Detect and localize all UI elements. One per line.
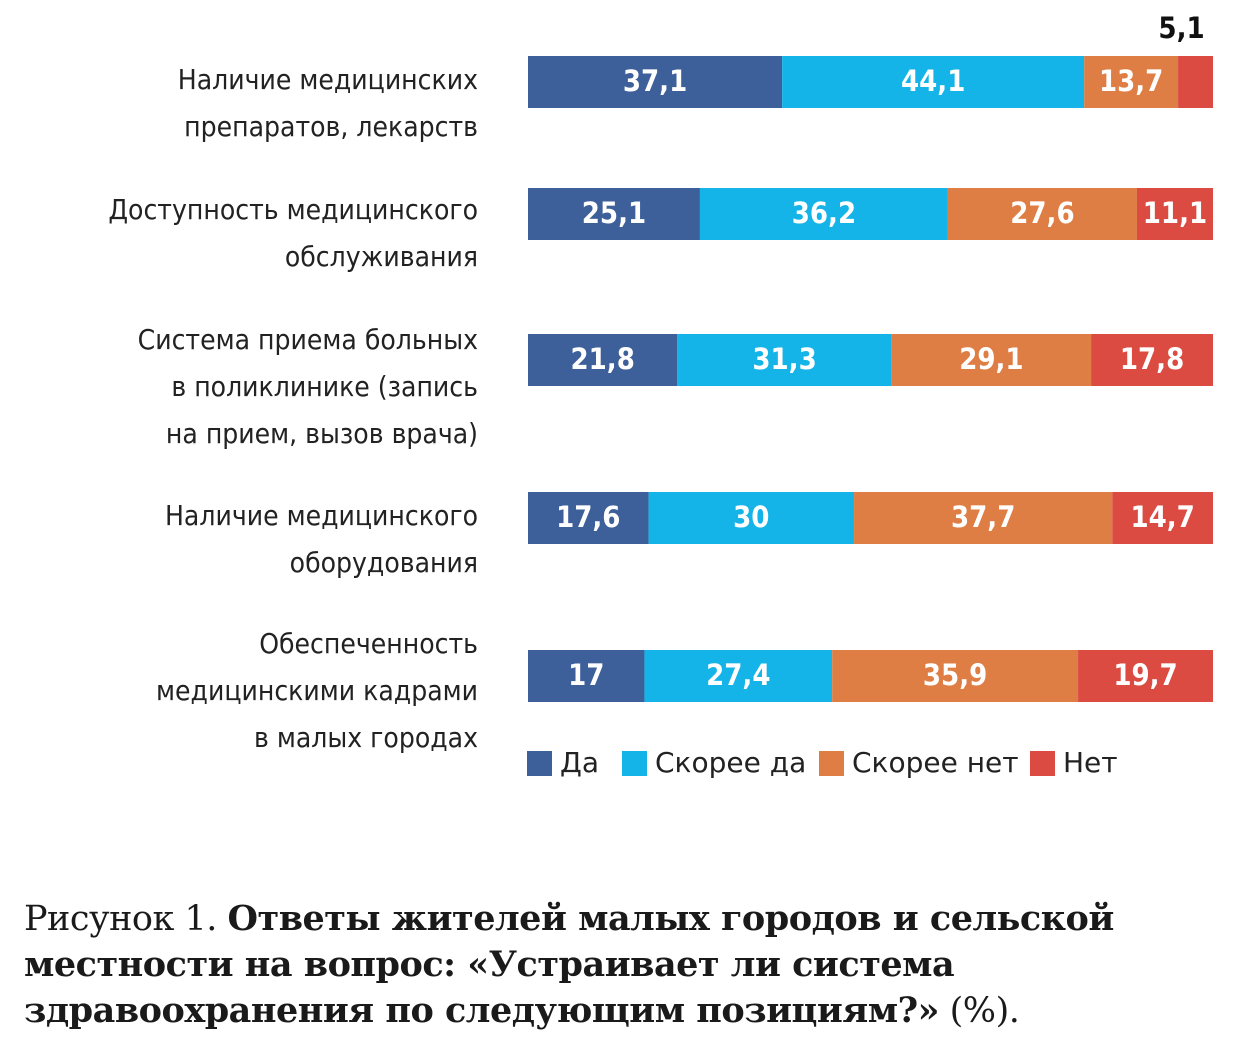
data-label: 11,1 xyxy=(1143,196,1207,230)
category-label-line: Доступность медицинского xyxy=(108,193,478,226)
data-label: 19,7 xyxy=(1113,658,1177,692)
bar-segment xyxy=(528,650,645,702)
bar-segment xyxy=(644,650,833,702)
legend: Да Скорее да Скорее нет Нет xyxy=(527,746,1118,779)
caption-title: Ответы жителей малых городов и сельской … xyxy=(24,898,1114,1031)
legend-label: Скорее да xyxy=(655,746,806,779)
data-label: 14,7 xyxy=(1130,500,1194,534)
category-label-line: препаратов, лекарств xyxy=(184,110,478,143)
data-label: 17 xyxy=(568,658,604,692)
bar-segment xyxy=(832,650,1079,702)
data-label: 36,2 xyxy=(792,196,856,230)
legend-label: Нет xyxy=(1063,746,1118,779)
bar-segment xyxy=(782,56,1085,108)
data-label: 37,1 xyxy=(623,64,687,98)
legend-swatch xyxy=(819,751,844,776)
bar-segment xyxy=(1136,188,1213,240)
data-label: 30 xyxy=(733,500,769,534)
category-label-line: в малых городах xyxy=(254,721,478,754)
bar-segment xyxy=(699,188,948,240)
bar-segment xyxy=(648,492,855,544)
caption-suffix: (%). xyxy=(949,991,1020,1031)
data-label: 44,1 xyxy=(901,64,965,98)
bar-segment xyxy=(528,334,678,386)
bar-segment xyxy=(854,492,1113,544)
category-label-line: обслуживания xyxy=(285,240,478,273)
data-label: 31,3 xyxy=(752,342,816,376)
data-label: 37,7 xyxy=(951,500,1015,534)
category-label-line: Обеспеченность xyxy=(259,627,478,660)
category-label-line: Наличие медицинских xyxy=(178,63,478,96)
data-label: 5,1 xyxy=(1158,11,1204,45)
category-label-line: на прием, вызов врача) xyxy=(166,417,478,450)
data-label: 25,1 xyxy=(582,196,646,230)
bar-segment xyxy=(1078,650,1213,702)
category-label-line: оборудования xyxy=(290,546,478,579)
bar-segment xyxy=(1178,56,1213,108)
data-label: 27,6 xyxy=(1010,196,1074,230)
bar-segment xyxy=(528,188,700,240)
category-label-line: Наличие медицинского xyxy=(165,499,478,532)
legend-label: Да xyxy=(560,746,599,779)
bar-segment xyxy=(947,188,1137,240)
category-labels: Наличие медицинских препаратов, лекарств Д… xyxy=(108,63,478,754)
data-label: 27,4 xyxy=(706,658,770,692)
bar-segment xyxy=(1084,56,1179,108)
bar-segment xyxy=(528,56,783,108)
figure-caption: Рисунок 1. Ответы жителей малых городов … xyxy=(24,896,1224,1034)
stacked-bar-chart: Наличие медицинских препаратов, лекарств Д… xyxy=(108,11,1213,779)
legend-label: Скорее нет xyxy=(852,746,1019,779)
legend-swatch xyxy=(622,751,647,776)
bar-segment xyxy=(891,334,1092,386)
category-label-line: в поликлинике (запись xyxy=(171,370,478,403)
data-label: 35,9 xyxy=(923,658,987,692)
data-label: 21,8 xyxy=(570,342,634,376)
category-label-line: Система приема больных xyxy=(138,323,478,356)
data-label: 13,7 xyxy=(1099,64,1163,98)
category-label-line: медицинскими кадрами xyxy=(156,674,478,707)
bar-segment xyxy=(528,492,649,544)
bars: 37,1 44,1 13,7 5,1 25,1 36,2 27,6 11,1 21,8 31,3 2… xyxy=(528,11,1213,702)
bar-segment xyxy=(1112,492,1213,544)
bar-segment xyxy=(1091,334,1213,386)
bar-segment xyxy=(677,334,892,386)
data-label: 29,1 xyxy=(959,342,1023,376)
data-label: 17,6 xyxy=(556,500,620,534)
data-label: 17,8 xyxy=(1120,342,1184,376)
caption-prefix: Рисунок 1. xyxy=(24,899,217,939)
legend-swatch xyxy=(527,751,552,776)
legend-swatch xyxy=(1030,751,1055,776)
